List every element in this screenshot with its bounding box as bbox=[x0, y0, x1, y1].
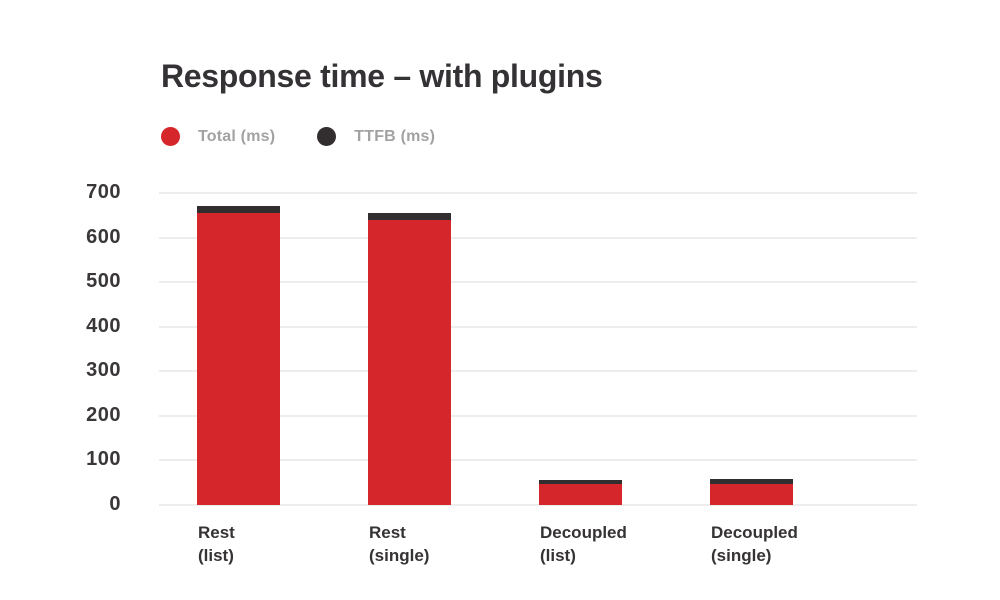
x-axis-category-label-3: Decoupled (single) bbox=[711, 523, 798, 565]
bar-ttfb-segment-1 bbox=[368, 213, 451, 220]
gridline-200 bbox=[159, 414, 917, 417]
bar-ttfb-segment-2 bbox=[539, 480, 622, 485]
legend-swatch-total-icon bbox=[161, 127, 180, 146]
legend-label-ttfb: TTFB (ms) bbox=[354, 127, 436, 145]
legend-label-total: Total (ms) bbox=[198, 127, 276, 145]
bar-total-segment-3 bbox=[710, 483, 793, 505]
gridline-500 bbox=[159, 281, 917, 284]
chart-legend: Total (ms) TTFB (ms) bbox=[161, 127, 435, 146]
gridline-400 bbox=[159, 325, 917, 328]
bar-total-segment-1 bbox=[368, 219, 451, 505]
gridline-100 bbox=[159, 459, 917, 462]
x-axis-category-label-0: Rest (list) bbox=[198, 523, 235, 565]
chart-title: Response time – with plugins bbox=[161, 58, 603, 94]
gridline-700 bbox=[159, 192, 917, 194]
y-axis-tick-label-600: 600 bbox=[86, 225, 121, 248]
bar-ttfb-segment-3 bbox=[710, 479, 793, 484]
x-axis-category-label-1: Rest (single) bbox=[369, 523, 430, 565]
y-axis-tick-label-0: 0 bbox=[109, 493, 121, 515]
bar-total-segment-0 bbox=[197, 213, 280, 505]
y-axis-tick-label-500: 500 bbox=[86, 270, 121, 293]
gridline-0 bbox=[159, 504, 917, 506]
bar-total-segment-2 bbox=[539, 484, 622, 505]
legend-swatch-ttfb-icon bbox=[317, 127, 337, 146]
y-axis-tick-label-400: 400 bbox=[86, 314, 121, 337]
legend-item-ttfb: TTFB (ms) bbox=[317, 127, 435, 146]
bar-ttfb-segment-0 bbox=[197, 206, 280, 214]
y-axis-tick-label-200: 200 bbox=[86, 403, 121, 426]
y-axis-tick-label-700: 700 bbox=[86, 181, 121, 203]
gridline-600 bbox=[159, 236, 917, 239]
y-axis-tick-label-300: 300 bbox=[86, 359, 121, 382]
x-axis-category-label-2: Decoupled (list) bbox=[540, 523, 627, 565]
y-axis-tick-label-100: 100 bbox=[86, 448, 121, 471]
gridline-300 bbox=[159, 370, 917, 373]
legend-item-total: Total (ms) bbox=[161, 127, 275, 146]
